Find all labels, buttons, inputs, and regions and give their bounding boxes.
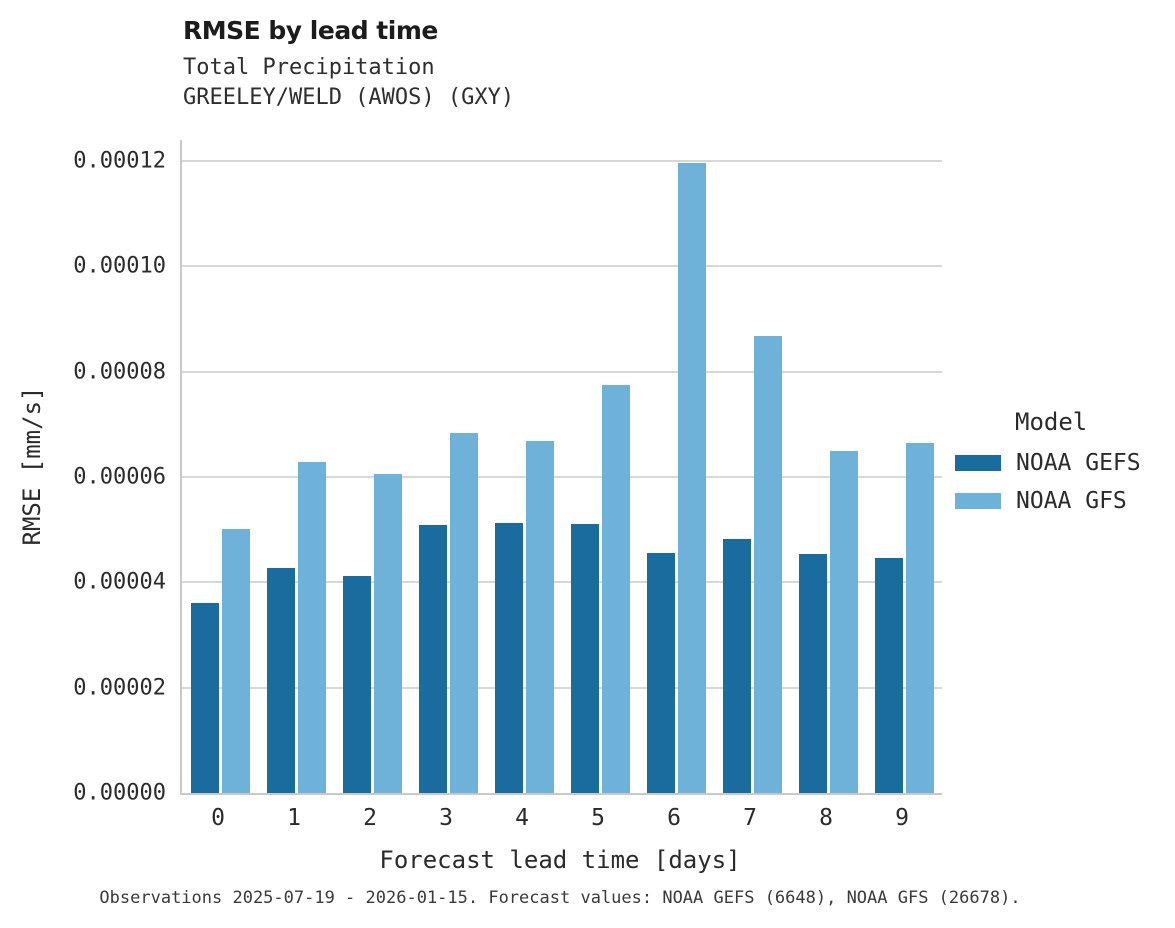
x-axis-tick-labels: 0 1 2 3 4 5 6 7 8 9	[180, 805, 940, 831]
legend: Model NOAA GEFS NOAA GFS	[955, 408, 1170, 526]
title-block: RMSE by lead time Total Precipitation GR…	[183, 16, 514, 113]
bar-group-1	[258, 140, 334, 793]
legend-entry-noaa-gfs: NOAA GFS	[955, 488, 1170, 514]
bar-noaa-gfs-day6	[677, 162, 706, 793]
x-tick-label-5: 5	[591, 805, 605, 831]
bar-group-7	[714, 140, 790, 793]
y-tick-label-0.00012: 0.00012	[73, 148, 166, 174]
bar-group-0	[182, 140, 258, 793]
gridline-0.00012	[182, 160, 942, 163]
bar-noaa-gefs-day3	[418, 525, 447, 793]
bar-noaa-gfs-day4	[525, 440, 554, 793]
bar-noaa-gefs-day8	[798, 554, 827, 793]
legend-swatch-noaa-gfs	[955, 493, 1001, 509]
bar-noaa-gfs-day1	[297, 462, 326, 793]
chart-subtitle-variable: Total Precipitation	[183, 55, 435, 80]
x-tick-label-1: 1	[287, 805, 301, 831]
legend-title: Model	[1015, 408, 1088, 436]
x-tick-label-4: 4	[515, 805, 529, 831]
legend-entry-noaa-gefs: NOAA GEFS	[955, 450, 1170, 476]
y-axis-tick-labels: 0.00000 0.00002 0.00004 0.00006 0.00008 0.000…	[0, 140, 166, 806]
gridline-0.00008	[182, 370, 942, 373]
x-tick-label-3: 3	[439, 805, 453, 831]
bar-groups	[182, 140, 942, 793]
gridline-0.00004	[182, 581, 942, 584]
y-tick-label-0.00000: 0.00000	[73, 780, 166, 806]
bar-noaa-gefs-day1	[266, 568, 295, 793]
legend-label-noaa-gfs: NOAA GFS	[1016, 488, 1127, 514]
footer-note: Observations 2025-07-19 - 2026-01-15. Fo…	[99, 888, 1021, 908]
plot-area	[180, 140, 942, 795]
gridline-0.0001	[182, 265, 942, 268]
y-tick-label-0.00006: 0.00006	[73, 464, 166, 490]
x-axis-title: Forecast lead time [days]	[379, 846, 741, 874]
y-tick-label-0.00010: 0.00010	[73, 253, 166, 279]
bar-noaa-gfs-day9	[905, 443, 934, 793]
bar-group-9	[866, 140, 942, 793]
bar-noaa-gefs-day5	[570, 524, 599, 793]
x-tick-label-2: 2	[363, 805, 377, 831]
bar-noaa-gfs-day2	[373, 474, 402, 793]
legend-swatch-noaa-gefs	[955, 455, 1001, 471]
bar-noaa-gfs-day3	[449, 433, 478, 793]
bar-group-2	[334, 140, 410, 793]
x-tick-label-6: 6	[667, 805, 681, 831]
bar-group-4	[486, 140, 562, 793]
bar-noaa-gfs-day7	[753, 336, 782, 793]
gridline-0.00002	[182, 686, 942, 689]
y-tick-label-0.00002: 0.00002	[73, 675, 166, 701]
bar-group-3	[410, 140, 486, 793]
bar-group-8	[790, 140, 866, 793]
bar-noaa-gefs-day9	[874, 558, 903, 793]
bar-noaa-gefs-day4	[494, 523, 523, 793]
bar-noaa-gfs-day0	[221, 529, 250, 793]
x-tick-label-0: 0	[211, 805, 225, 831]
y-tick-label-0.00008: 0.00008	[73, 359, 166, 385]
bar-noaa-gefs-day7	[722, 539, 751, 793]
x-tick-label-8: 8	[819, 805, 833, 831]
bar-group-5	[562, 140, 638, 793]
y-tick-label-0.00004: 0.00004	[73, 569, 166, 595]
chart-title: RMSE by lead time	[183, 16, 438, 45]
legend-label-noaa-gefs: NOAA GEFS	[1016, 450, 1141, 476]
bar-noaa-gfs-day5	[601, 385, 630, 793]
bar-noaa-gefs-day0	[190, 603, 219, 793]
bar-noaa-gfs-day8	[829, 450, 858, 793]
x-tick-label-7: 7	[743, 805, 757, 831]
bar-noaa-gefs-day2	[342, 575, 371, 793]
gridline-0.00006	[182, 476, 942, 479]
bar-noaa-gefs-day6	[646, 553, 675, 793]
x-tick-label-9: 9	[895, 805, 909, 831]
bar-group-6	[638, 140, 714, 793]
chart-subtitle-station: GREELEY/WELD (AWOS) (GXY)	[183, 85, 515, 110]
